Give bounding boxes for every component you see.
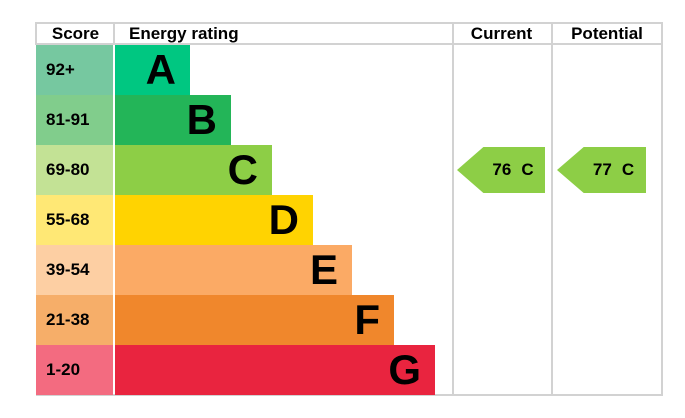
band-row-d: 55-68 D: [36, 195, 663, 245]
energy-rating-column-header: Energy rating: [129, 24, 239, 43]
rating-current-divider: [452, 22, 454, 396]
band-row-e: 39-54 E: [36, 245, 663, 295]
rating-bar-a: A: [115, 45, 190, 95]
score-range-label: 55-68: [36, 195, 113, 245]
chart-header: Score Energy rating Current Potential: [36, 24, 663, 44]
score-range-label: 69-80: [36, 145, 113, 195]
rating-bar-d: D: [115, 195, 313, 245]
header-top-border: [36, 22, 663, 24]
band-row-f: 21-38 F: [36, 295, 663, 345]
rating-bar-c: C: [115, 145, 272, 195]
rating-bar-e: E: [115, 245, 352, 295]
rating-bar-b: B: [115, 95, 231, 145]
score-range-label: 1-20: [36, 345, 113, 395]
band-row-b: 81-91 B: [36, 95, 663, 145]
potential-rating-band: C: [621, 160, 635, 179]
potential-column-header: Potential: [571, 24, 643, 43]
band-row-a: 92+ A: [36, 45, 663, 95]
current-rating-band: C: [521, 160, 534, 179]
current-rating-value: 76: [492, 160, 512, 179]
chart-right-border: [661, 22, 663, 396]
rating-bar-g: G: [115, 345, 435, 395]
current-potential-divider: [551, 22, 553, 396]
header-left-border: [35, 22, 37, 45]
chart-bottom-border: [36, 394, 663, 396]
rating-bar-f: F: [115, 295, 394, 345]
score-rating-divider: [113, 22, 115, 45]
score-range-label: 81-91: [36, 95, 113, 145]
current-column-header: Current: [470, 24, 533, 43]
score-range-label: 92+: [36, 45, 113, 95]
potential-rating-value: 77: [592, 160, 612, 179]
score-range-label: 21-38: [36, 295, 113, 345]
band-row-c: 69-80 C: [36, 145, 663, 195]
score-column-header: Score: [51, 24, 100, 43]
band-row-g: 1-20 G: [36, 345, 663, 395]
header-bottom-border: [36, 43, 663, 45]
score-range-label: 39-54: [36, 245, 113, 295]
rating-bands: 92+ A 81-91 B 69-80 C 55-68 D 39-54 E 21…: [36, 45, 663, 395]
